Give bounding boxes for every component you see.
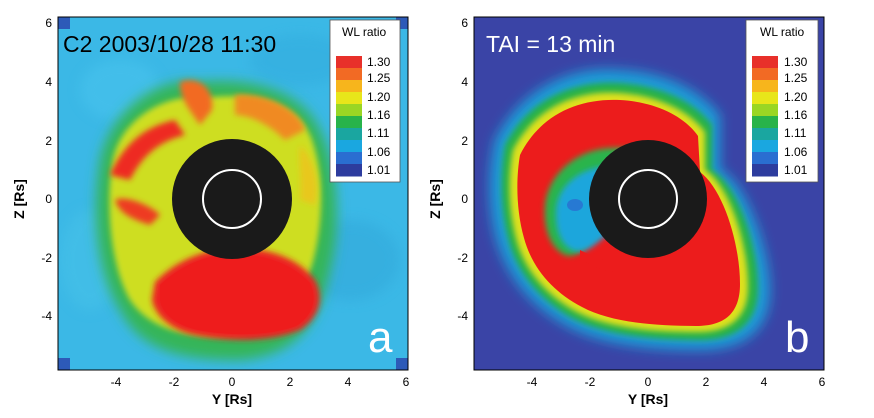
panel-b-ytick: -2 — [457, 251, 468, 265]
panel-a-lasco-c2-image: C2 2003/10/28 11:30 a WL ratio 1.30 1.25… — [11, 16, 410, 407]
panel-a-colorbar-label-1-06: 1.06 — [367, 145, 391, 159]
colorbar-swatch — [752, 140, 778, 153]
panel-a-ytick: -2 — [41, 251, 52, 265]
colorbar-swatch — [752, 80, 778, 93]
panel-a-colorbar-label-1-20: 1.20 — [367, 90, 391, 104]
colorbar-swatch — [336, 92, 362, 105]
panel-a-colorbar-label-1-25: 1.25 — [367, 71, 391, 85]
colorbar-swatch — [752, 152, 778, 165]
panel-b-title: TAI = 13 min — [486, 31, 615, 57]
panel-a-colorbar-label-1-01: 1.01 — [367, 163, 391, 177]
panel-b-xtick: 2 — [703, 375, 710, 389]
panel-b-ytick: 2 — [461, 134, 468, 148]
panel-b-xtick: -2 — [585, 375, 596, 389]
panel-b-colorbar-label-1-16: 1.16 — [784, 108, 808, 122]
panel-a-ytick: -4 — [41, 309, 52, 323]
panel-b-xtick: 4 — [761, 375, 768, 389]
panel-a-xtick: 0 — [229, 375, 236, 389]
panel-b-xtick: 6 — [819, 375, 826, 389]
panel-b-ytick: -4 — [457, 309, 468, 323]
panel-a-y-axis: 6 4 2 0 -2 -4 Z [Rs] — [11, 16, 52, 323]
panel-a-colorbar-label-1-11: 1.11 — [367, 126, 390, 140]
colorbar-swatch — [752, 68, 778, 81]
panel-b-x-axis-label: Y [Rs] — [628, 391, 668, 407]
colorbar-swatch — [336, 116, 362, 129]
panel-b-colorbar-title: WL ratio — [760, 25, 805, 39]
panel-a-colorbar-label-1-30: 1.30 — [367, 55, 391, 69]
panel-a-xtick: 6 — [403, 375, 410, 389]
panel-b-colorbar-label-1-01: 1.01 — [784, 163, 808, 177]
colorbar-swatch — [336, 128, 362, 141]
panel-b-colorbar-label-1-30: 1.30 — [784, 55, 808, 69]
colorbar-swatch — [752, 116, 778, 129]
panel-a-occulter-disk — [172, 139, 292, 259]
colorbar-swatch — [752, 56, 778, 69]
panel-b-colorbar-label-1-25: 1.25 — [784, 71, 808, 85]
panel-a-xtick: -2 — [169, 375, 180, 389]
colorbar-swatch — [336, 164, 362, 177]
panel-a-x-axis-label: Y [Rs] — [212, 391, 252, 407]
panel-b-colorbar-label-1-06: 1.06 — [784, 145, 808, 159]
panel-a-ytick: 0 — [45, 192, 52, 206]
panel-b-sun-limb-circle — [618, 169, 678, 229]
panel-b-ytick: 4 — [461, 75, 468, 89]
panel-b-colorbar-label-1-11: 1.11 — [784, 126, 807, 140]
panel-b-ytick: 0 — [461, 192, 468, 206]
panel-b-letter: b — [785, 313, 809, 362]
panel-a-x-axis: -4 -2 0 2 4 6 Y [Rs] — [111, 375, 410, 407]
panel-b-x-axis: -4 -2 0 2 4 6 Y [Rs] — [527, 375, 826, 407]
panel-a-colorbar-label-1-16: 1.16 — [367, 108, 391, 122]
colorbar-swatch — [336, 152, 362, 165]
panel-b-xtick: -4 — [527, 375, 538, 389]
panel-b-colorbar: WL ratio 1.30 1.25 1.20 1.16 1.11 1.06 1… — [745, 19, 819, 183]
colorbar-swatch — [336, 104, 362, 117]
colorbar-swatch — [336, 140, 362, 153]
panel-b-simulation-image: TAI = 13 min b WL ratio 1.30 1.25 1.20 1… — [427, 16, 826, 407]
panel-a-colorbar-title: WL ratio — [342, 25, 387, 39]
panel-b-y-axis: 6 4 2 0 -2 -4 Z [Rs] — [427, 16, 468, 323]
panel-a-ytick: 6 — [45, 16, 52, 30]
panel-a-sun-limb-circle — [202, 169, 262, 229]
panel-b-ytick: 6 — [461, 16, 468, 30]
panel-a-letter: a — [368, 313, 393, 362]
panel-b-y-axis-label: Z [Rs] — [427, 179, 443, 219]
colorbar-swatch — [336, 56, 362, 69]
colorbar-swatch — [752, 92, 778, 105]
panel-a-title: C2 2003/10/28 11:30 — [63, 31, 276, 57]
panel-a-xtick: -4 — [111, 375, 122, 389]
panel-b-occulter-disk — [589, 140, 707, 258]
panel-b-colorbar-label-1-20: 1.20 — [784, 90, 808, 104]
colorbar-swatch — [752, 128, 778, 141]
colorbar-swatch — [336, 68, 362, 81]
panel-a-y-axis-label: Z [Rs] — [11, 179, 27, 219]
panel-a-ytick: 2 — [45, 134, 52, 148]
panel-b-xtick: 0 — [645, 375, 652, 389]
colorbar-swatch — [752, 164, 778, 177]
panel-a-red-streamer-upper — [110, 120, 185, 180]
colorbar-swatch — [752, 104, 778, 117]
colorbar-swatch — [336, 80, 362, 93]
panel-a-xtick: 4 — [345, 375, 352, 389]
panel-a-xtick: 2 — [287, 375, 294, 389]
panel-a-ytick: 4 — [45, 75, 52, 89]
panel-a-colorbar: WL ratio 1.30 1.25 1.20 1.16 1.11 1.06 1… — [329, 19, 401, 183]
